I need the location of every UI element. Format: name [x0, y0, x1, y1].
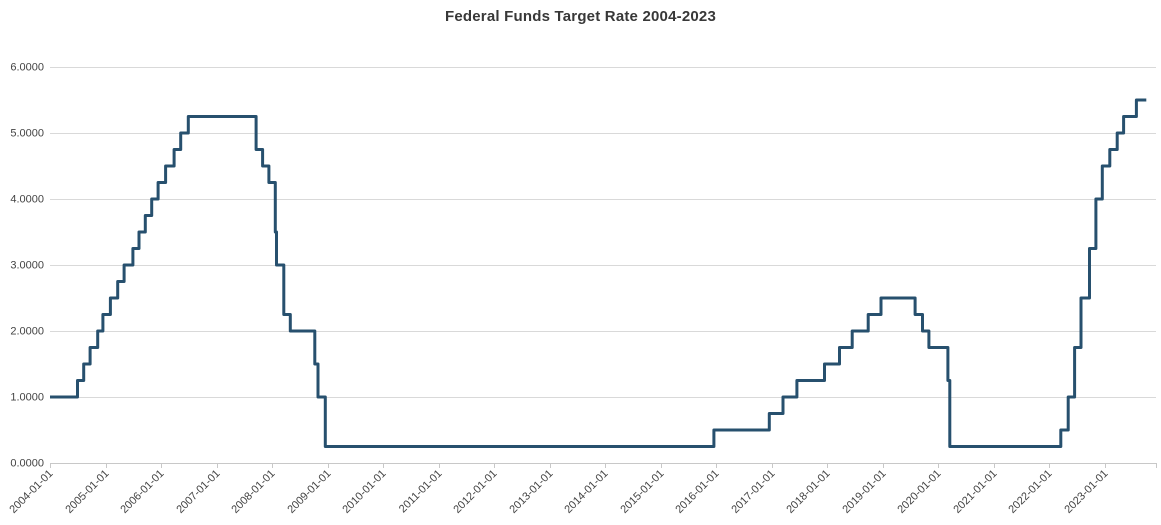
x-tick-label: 2004-01-01	[7, 468, 55, 516]
x-tick-label: 2015-01-01	[618, 468, 666, 516]
x-tick-label: 2009-01-01	[285, 468, 333, 516]
y-tick-label: 4.0000	[10, 194, 44, 206]
x-tick-label: 2011-01-01	[397, 468, 445, 516]
chart-title: Federal Funds Target Rate 2004-2023	[445, 8, 716, 25]
y-tick-label: 1.0000	[10, 392, 44, 404]
x-tick-label: 2007-01-01	[174, 468, 222, 516]
x-tick-label: 2014-01-01	[562, 468, 610, 516]
y-tick-label: 2.0000	[10, 326, 44, 338]
x-tick-label: 2019-01-01	[840, 468, 888, 516]
x-tick-label: 2017-01-01	[729, 468, 777, 516]
x-tick-label: 2010-01-01	[340, 468, 388, 516]
y-tick-label: 6.0000	[10, 62, 44, 74]
x-tick-label: 2016-01-01	[673, 468, 721, 516]
x-tick-label: 2021-01-01	[951, 468, 999, 516]
x-tick-label: 2022-01-01	[1006, 468, 1054, 516]
y-tick-label: 0.0000	[10, 458, 44, 470]
y-tick-label: 5.0000	[10, 128, 44, 140]
x-tick-label: 2005-01-01	[63, 468, 111, 516]
x-tick-label: 2020-01-01	[895, 468, 943, 516]
x-tick-label: 2018-01-01	[784, 468, 832, 516]
x-tick-label: 2013-01-01	[507, 468, 555, 516]
x-tick-label: 2023-01-01	[1062, 468, 1110, 516]
x-tick-label: 2012-01-01	[451, 468, 499, 516]
x-tick-label: 2008-01-01	[229, 468, 277, 516]
x-tick-label: 2006-01-01	[118, 468, 166, 516]
rate-line	[50, 98, 1147, 448]
y-tick-label: 3.0000	[10, 260, 44, 272]
